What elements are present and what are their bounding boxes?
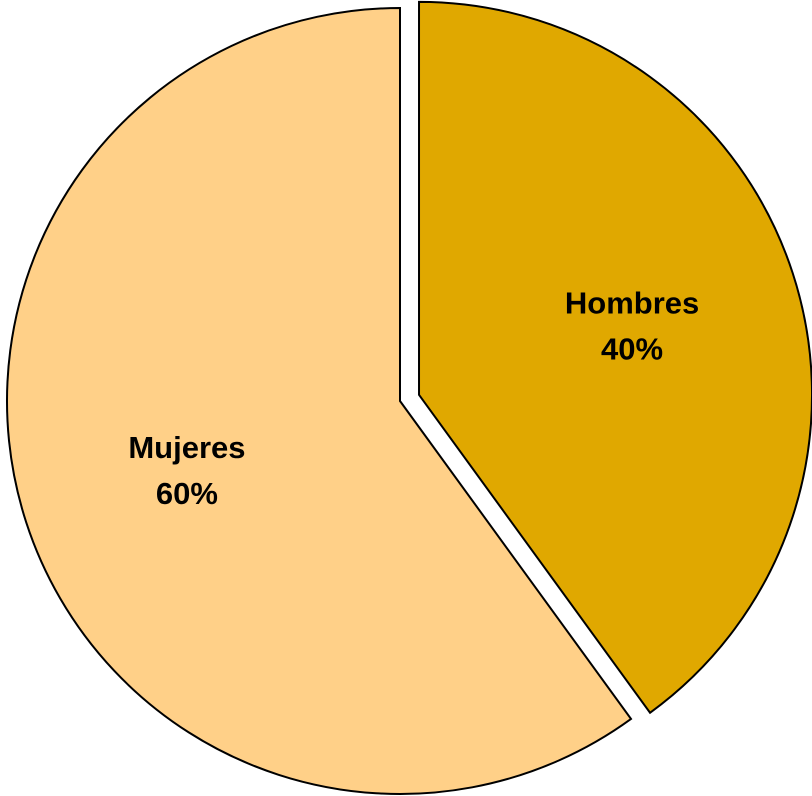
pie-slice-mujeres (6, 6, 633, 795)
pie-labels: Hombres 40% Mujeres 60% (128, 286, 699, 512)
pie-slice-hombres (418, 0, 812, 715)
slice-value-mujeres: 60% (156, 476, 218, 511)
slice-value-hombres: 40% (601, 332, 663, 367)
slice-label-hombres: Hombres (565, 286, 699, 321)
pie-slices (6, 0, 812, 795)
slice-label-mujeres: Mujeres (128, 430, 245, 465)
